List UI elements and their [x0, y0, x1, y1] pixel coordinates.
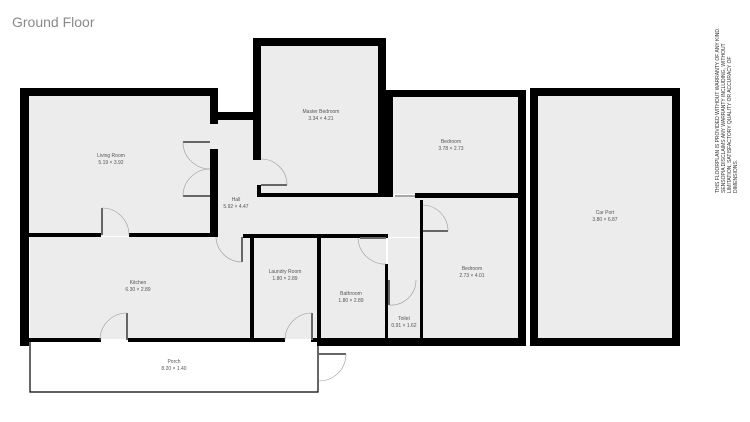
bathroom-door[interactable]: [357, 237, 387, 265]
laundry-porch-door[interactable]: [284, 312, 313, 341]
bedroom-1-dims: 3.78 × 2.73: [438, 146, 463, 152]
room-labels: Living Room 5.19 × 3.92 Master Bedroom 3…: [97, 109, 618, 372]
porch-exit-door[interactable]: [318, 353, 347, 382]
kitchen-dims: 6.30 × 2.89: [125, 287, 150, 293]
bedroom-2-area[interactable]: [423, 198, 519, 339]
hall-dims: 5.92 × 4.47: [223, 204, 248, 210]
hall-corridor-area[interactable]: [257, 195, 423, 237]
bathroom-name: Bathroom: [340, 291, 362, 297]
laundry-room-name: Laundry Room: [269, 269, 302, 275]
kitchen-living-door[interactable]: [101, 207, 130, 236]
bedroom-2-dims: 2.73 × 4.01: [459, 273, 484, 279]
bedroom-1-area[interactable]: [393, 97, 519, 194]
kitchen-hall-door[interactable]: [215, 236, 243, 263]
floor-title: Ground Floor: [12, 14, 95, 30]
laundry-room-dims: 1.80 × 2.89: [272, 276, 297, 282]
bedroom-1-name: Bedroom: [441, 139, 461, 145]
toilet-door[interactable]: [388, 279, 417, 306]
hall-name: Hall: [232, 197, 241, 203]
room-fills: [28, 46, 672, 339]
living-room-area[interactable]: [28, 96, 218, 236]
bathroom-dims: 1.80 × 2.89: [338, 298, 363, 304]
bedroom-2-door[interactable]: [422, 204, 449, 232]
kitchen-name: Kitchen: [130, 280, 147, 286]
car-port-name: Car Port: [596, 210, 615, 216]
doors: [99, 141, 449, 382]
kitchen-area[interactable]: [30, 237, 251, 339]
master-bedroom-dims: 3.34 × 4.21: [308, 116, 333, 122]
master-bedroom-area[interactable]: [261, 46, 379, 194]
living-room-name: Living Room: [97, 153, 125, 159]
master-bedroom-door[interactable]: [260, 158, 288, 186]
laundry-room-area[interactable]: [253, 238, 318, 339]
living-room-door-upper[interactable]: [182, 141, 211, 170]
living-room-door-lower[interactable]: [182, 168, 211, 197]
car-port-dims: 3.80 × 6.87: [592, 217, 617, 223]
porch-outline: [29, 342, 319, 393]
bedroom-2-name: Bedroom: [462, 266, 482, 272]
toilet-area[interactable]: [388, 238, 421, 339]
walls: [20, 38, 680, 346]
master-bedroom-name: Master Bedroom: [303, 109, 340, 115]
kitchen-porch-door[interactable]: [99, 312, 128, 341]
living-room-dims: 5.19 × 3.92: [98, 160, 123, 166]
porch-dims: 8.20 × 1.40: [161, 366, 186, 372]
porch-name: Porch: [167, 359, 180, 365]
toilet-name: Toilet: [398, 316, 410, 322]
car-port-area[interactable]: [538, 96, 672, 338]
toilet-dims: 0.91 × 1.62: [391, 323, 416, 329]
bathroom-area[interactable]: [321, 238, 386, 339]
